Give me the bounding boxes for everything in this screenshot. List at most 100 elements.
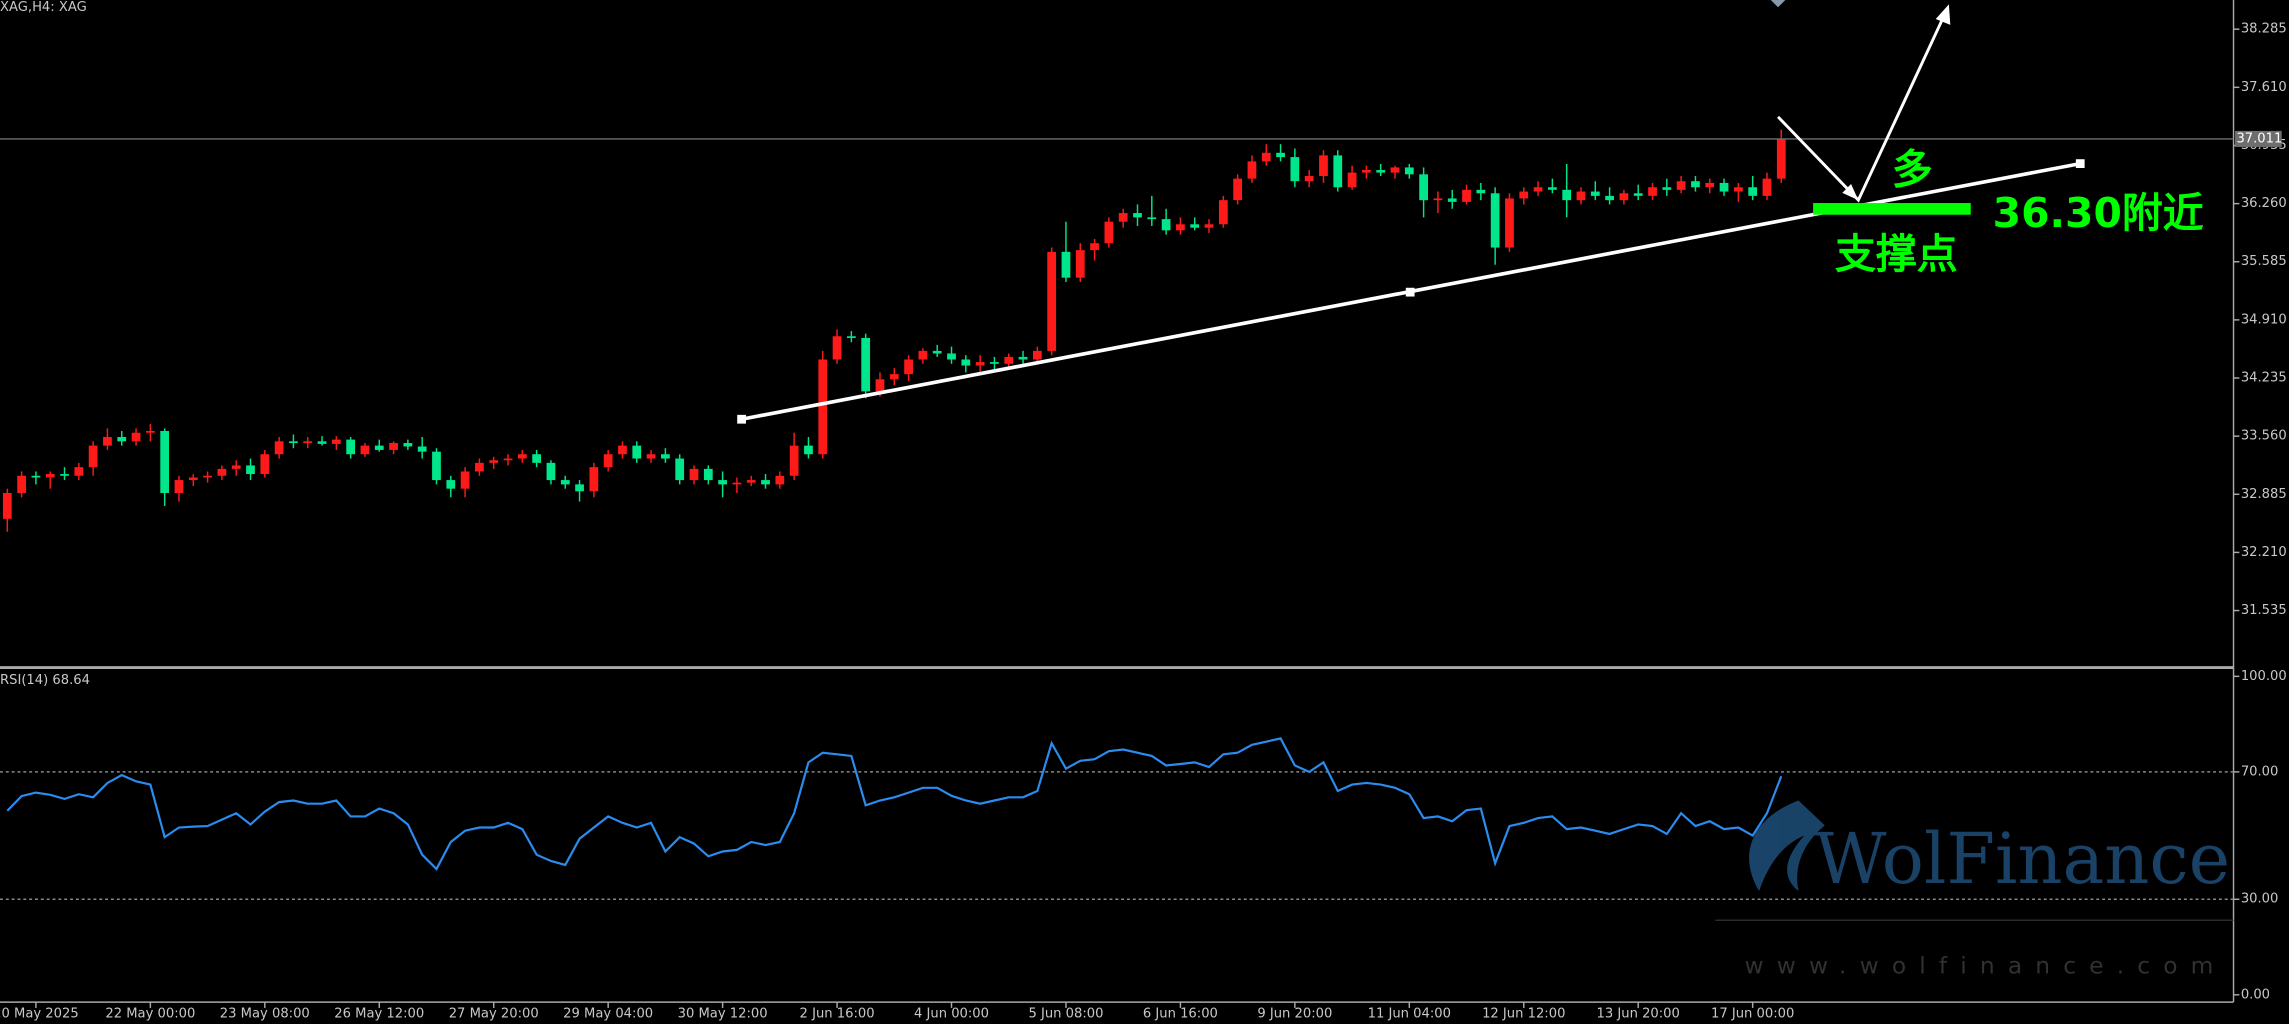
candle-body bbox=[103, 437, 112, 446]
y-tick-label: 32.210 bbox=[2241, 545, 2287, 560]
candle-body bbox=[832, 336, 842, 360]
last-price-label: 37.011 bbox=[2236, 131, 2282, 146]
candle-body bbox=[303, 441, 313, 444]
support-bar bbox=[1813, 203, 1971, 215]
candle-body bbox=[460, 471, 470, 489]
candle-body bbox=[1404, 167, 1414, 175]
candle-body bbox=[1590, 191, 1600, 196]
watermark: WolFinance www.wolfinance.com bbox=[1715, 800, 2234, 980]
drawings: 多 36.30附近 支撑点 bbox=[737, 0, 2204, 424]
candle-body bbox=[1047, 251, 1057, 351]
candle-body bbox=[1576, 191, 1586, 201]
candle-body bbox=[131, 432, 141, 442]
candle-body bbox=[1605, 195, 1614, 201]
candle-body bbox=[417, 446, 427, 452]
candle-body bbox=[489, 460, 499, 463]
candle-body bbox=[45, 474, 55, 478]
candle-body bbox=[904, 359, 913, 375]
rsi-title: RSI(14) 68.64 bbox=[0, 673, 90, 688]
plot: 31.535 32.210 32.885 33.560 34.235 34.910 35.5… bbox=[0, 22, 2287, 1021]
candle-body bbox=[1648, 187, 1657, 196]
chart-header: XAG,H4: XAG bbox=[0, 0, 87, 15]
x-tick-label: 17 Jun 00:00 bbox=[1711, 1006, 1794, 1021]
candle-body bbox=[1218, 200, 1228, 225]
candle-body bbox=[1419, 174, 1428, 201]
candle-body bbox=[932, 350, 942, 354]
x-tick-label: 23 May 08:00 bbox=[220, 1006, 310, 1021]
candle-body bbox=[1705, 182, 1715, 188]
y-tick-label: 34.910 bbox=[2241, 312, 2287, 327]
candle-body bbox=[804, 445, 813, 455]
candle-body bbox=[1161, 219, 1171, 231]
candle-body bbox=[1762, 178, 1772, 196]
candle-body bbox=[1519, 191, 1529, 199]
candle-body bbox=[947, 353, 956, 360]
x-tick-label: 12 Jun 12:00 bbox=[1482, 1006, 1565, 1021]
trendline-handle bbox=[2075, 159, 2085, 168]
candle-body bbox=[1090, 243, 1099, 251]
candle-body bbox=[661, 454, 670, 459]
candle-body bbox=[975, 362, 985, 366]
x-tick-label: 9 Jun 20:00 bbox=[1257, 1006, 1332, 1021]
x-tick-label: 20 May 2025 bbox=[0, 1006, 79, 1021]
candle-body bbox=[1333, 155, 1343, 188]
candle-body bbox=[761, 480, 770, 485]
annotation-direction: 多 bbox=[1892, 145, 1933, 193]
y-tick-label: 37.610 bbox=[2241, 80, 2287, 95]
candle-body bbox=[117, 437, 127, 442]
candle-body bbox=[589, 467, 599, 492]
x-tick-label: 6 Jun 16:00 bbox=[1143, 1006, 1218, 1021]
candle-body bbox=[618, 445, 627, 455]
candle-body bbox=[1676, 181, 1686, 190]
candle-body bbox=[1290, 157, 1300, 182]
candle-body bbox=[60, 474, 69, 476]
candle-body bbox=[346, 439, 356, 455]
candle-body bbox=[1748, 187, 1758, 196]
candle-body bbox=[1304, 176, 1314, 182]
candle-body bbox=[646, 454, 656, 459]
candle-body bbox=[789, 445, 799, 476]
x-tick-label: 26 May 12:00 bbox=[334, 1006, 424, 1021]
candle-body bbox=[446, 480, 456, 489]
x-tick-label: 27 May 20:00 bbox=[449, 1006, 539, 1021]
candle-body bbox=[1247, 161, 1257, 179]
candle-body bbox=[961, 359, 971, 366]
candle-body bbox=[1176, 224, 1185, 231]
candle-body bbox=[1447, 198, 1457, 202]
candle-body bbox=[1719, 182, 1729, 192]
candle-body bbox=[546, 462, 556, 481]
candle-body bbox=[732, 482, 742, 485]
candle-body bbox=[1390, 167, 1400, 173]
candle-body bbox=[289, 441, 298, 444]
candle-body bbox=[1061, 251, 1071, 278]
candle-body bbox=[1476, 189, 1486, 194]
candle-body bbox=[861, 337, 871, 392]
x-tick-label: 5 Jun 08:00 bbox=[1028, 1006, 1103, 1021]
candle-body bbox=[1362, 170, 1371, 173]
x-tick-label: 4 Jun 00:00 bbox=[914, 1006, 989, 1021]
candle-body bbox=[160, 430, 170, 493]
candle-body bbox=[203, 475, 212, 478]
x-tick-label: 2 Jun 16:00 bbox=[800, 1006, 875, 1021]
marker bbox=[1770, 0, 1786, 8]
y-tick-label: 70.00 bbox=[2241, 764, 2279, 779]
candle-body bbox=[1233, 178, 1243, 201]
candle-body bbox=[1562, 189, 1572, 201]
candle-body bbox=[331, 439, 341, 444]
y-tick-label: 100.00 bbox=[2241, 669, 2287, 684]
candle-body bbox=[1276, 152, 1285, 158]
candle-body bbox=[31, 475, 41, 478]
candle-body bbox=[1691, 181, 1700, 188]
candle-body bbox=[918, 350, 928, 360]
candle-body bbox=[145, 430, 155, 433]
candle-body bbox=[1347, 172, 1357, 188]
y-tick-label: 35.585 bbox=[2241, 254, 2287, 269]
candle-body bbox=[274, 441, 284, 455]
candle-body bbox=[746, 480, 756, 483]
trendline-handle bbox=[737, 414, 746, 424]
candle-body bbox=[560, 480, 570, 485]
arrow-head bbox=[1842, 184, 1859, 201]
watermark-brand: WolFinance bbox=[1815, 818, 2231, 900]
y-tick-label: 30.00 bbox=[2241, 892, 2279, 907]
